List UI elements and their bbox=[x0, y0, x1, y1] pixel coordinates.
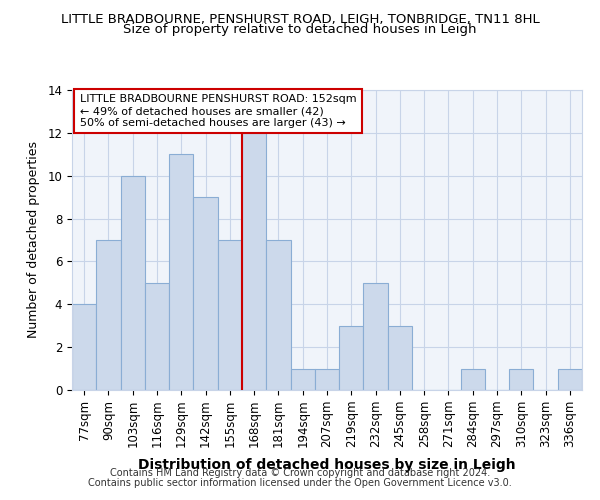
Bar bbox=[339, 326, 364, 390]
Text: LITTLE BRADBOURNE, PENSHURST ROAD, LEIGH, TONBRIDGE, TN11 8HL: LITTLE BRADBOURNE, PENSHURST ROAD, LEIGH… bbox=[61, 12, 539, 26]
X-axis label: Distribution of detached houses by size in Leigh: Distribution of detached houses by size … bbox=[138, 458, 516, 472]
Bar bbox=[96, 240, 121, 390]
Bar bbox=[145, 283, 169, 390]
Bar bbox=[266, 240, 290, 390]
Bar bbox=[364, 283, 388, 390]
Bar bbox=[169, 154, 193, 390]
Bar bbox=[242, 133, 266, 390]
Text: Contains HM Land Registry data © Crown copyright and database right 2024.: Contains HM Land Registry data © Crown c… bbox=[110, 468, 490, 477]
Bar bbox=[315, 368, 339, 390]
Bar bbox=[121, 176, 145, 390]
Text: LITTLE BRADBOURNE PENSHURST ROAD: 152sqm
← 49% of detached houses are smaller (4: LITTLE BRADBOURNE PENSHURST ROAD: 152sqm… bbox=[80, 94, 356, 128]
Text: Contains public sector information licensed under the Open Government Licence v3: Contains public sector information licen… bbox=[88, 478, 512, 488]
Bar bbox=[558, 368, 582, 390]
Bar bbox=[193, 197, 218, 390]
Bar bbox=[72, 304, 96, 390]
Bar bbox=[290, 368, 315, 390]
Text: Size of property relative to detached houses in Leigh: Size of property relative to detached ho… bbox=[123, 22, 477, 36]
Bar bbox=[461, 368, 485, 390]
Bar bbox=[218, 240, 242, 390]
Bar bbox=[388, 326, 412, 390]
Y-axis label: Number of detached properties: Number of detached properties bbox=[28, 142, 40, 338]
Bar bbox=[509, 368, 533, 390]
